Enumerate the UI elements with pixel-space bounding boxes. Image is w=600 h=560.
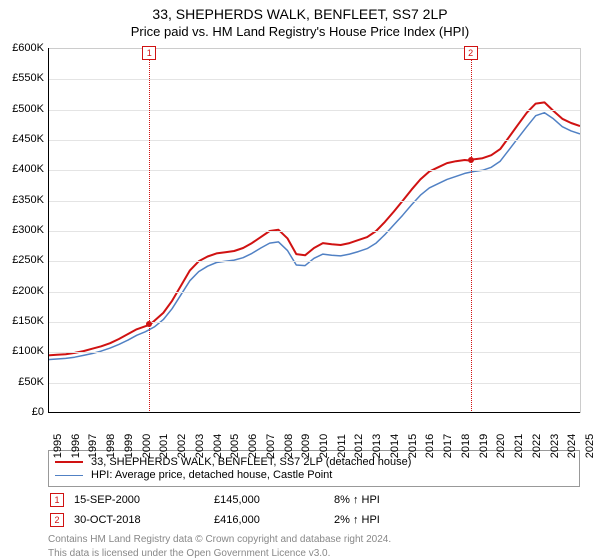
sale-delta-2: 2% ↑ HPI [334,514,454,526]
legend-label-hpi: HPI: Average price, detached house, Cast… [91,469,332,481]
sale-date-2: 30-OCT-2018 [74,514,214,526]
x-tick-label: 2021 [513,434,525,458]
sale-date-1: 15-SEP-2000 [74,494,214,506]
y-tick-label: £150K [0,315,44,327]
x-tick-label: 2022 [531,434,543,458]
gridline [48,140,580,141]
x-tick-label: 2007 [265,434,277,458]
footnote: Contains HM Land Registry data © Crown c… [48,533,580,560]
gridline [48,292,580,293]
x-tick-label: 2000 [141,434,153,458]
y-tick-label: £500K [0,103,44,115]
chart-titles: 33, SHEPHERDS WALK, BENFLEET, SS7 2LP Pr… [0,0,600,39]
x-tick-label: 2018 [460,434,472,458]
sale-marker-2: 2 [50,513,64,527]
event-marker-dot [146,321,152,327]
y-tick-label: £400K [0,163,44,175]
sale-price-1: £145,000 [214,494,334,506]
x-axis-line [48,412,580,413]
x-tick-label: 1997 [87,434,99,458]
y-tick-label: £100K [0,345,44,357]
y-tick-label: £550K [0,72,44,84]
legend-row-hpi: HPI: Average price, detached house, Cast… [55,469,573,481]
x-tick-label: 1996 [70,434,82,458]
sale-row-2: 2 30-OCT-2018 £416,000 2% ↑ HPI [48,513,580,527]
gridline [48,322,580,323]
x-tick-label: 2001 [158,434,170,458]
event-marker-dot [468,157,474,163]
swatch-property [55,461,83,463]
event-marker-box: 1 [142,46,156,60]
x-tick-label: 2015 [407,434,419,458]
gridline [48,79,580,80]
x-tick-label: 2011 [336,434,348,458]
event-vline [471,49,472,413]
x-tick-label: 2025 [584,434,596,458]
x-tick-label: 2002 [176,434,188,458]
swatch-hpi [55,475,83,476]
y-tick-label: £50K [0,376,44,388]
x-tick-label: 2024 [566,434,578,458]
x-tick-label: 2009 [300,434,312,458]
gridline [48,261,580,262]
x-tick-label: 2012 [353,434,365,458]
gridline [48,383,580,384]
y-tick-label: £350K [0,194,44,206]
x-tick-label: 2019 [478,434,490,458]
y-tick-label: £0 [0,406,44,418]
x-tick-label: 1999 [123,434,135,458]
y-axis-line [48,48,49,412]
footnote-line1: Contains HM Land Registry data © Crown c… [48,533,580,547]
title-address: 33, SHEPHERDS WALK, BENFLEET, SS7 2LP [0,6,600,22]
gridline [48,231,580,232]
event-vline [149,49,150,413]
chart-container: 33, SHEPHERDS WALK, BENFLEET, SS7 2LP Pr… [0,0,600,560]
footnote-line2: This data is licensed under the Open Gov… [48,547,580,560]
x-tick-label: 2004 [212,434,224,458]
sale-delta-1: 8% ↑ HPI [334,494,454,506]
x-tick-label: 2014 [389,434,401,458]
x-tick-label: 2020 [495,434,507,458]
x-tick-label: 2023 [549,434,561,458]
x-tick-label: 2010 [318,434,330,458]
gridline [48,170,580,171]
x-tick-label: 2006 [247,434,259,458]
event-marker-box: 2 [464,46,478,60]
x-tick-label: 1995 [52,434,64,458]
gridline [48,352,580,353]
x-tick-label: 2005 [229,434,241,458]
title-subtitle: Price paid vs. HM Land Registry's House … [0,24,600,39]
y-tick-label: £450K [0,133,44,145]
legend: 33, SHEPHERDS WALK, BENFLEET, SS7 2LP (d… [48,450,580,560]
x-tick-label: 2008 [283,434,295,458]
sale-price-2: £416,000 [214,514,334,526]
y-tick-label: £600K [0,42,44,54]
x-tick-label: 2003 [194,434,206,458]
plot-area [48,48,581,413]
y-tick-label: £300K [0,224,44,236]
gridline [48,110,580,111]
sale-row-1: 1 15-SEP-2000 £145,000 8% ↑ HPI [48,493,580,507]
y-tick-label: £250K [0,254,44,266]
y-tick-label: £200K [0,285,44,297]
x-tick-label: 1998 [105,434,117,458]
gridline [48,201,580,202]
x-tick-label: 2013 [371,434,383,458]
sale-marker-1: 1 [50,493,64,507]
x-tick-label: 2016 [424,434,436,458]
x-tick-label: 2017 [442,434,454,458]
